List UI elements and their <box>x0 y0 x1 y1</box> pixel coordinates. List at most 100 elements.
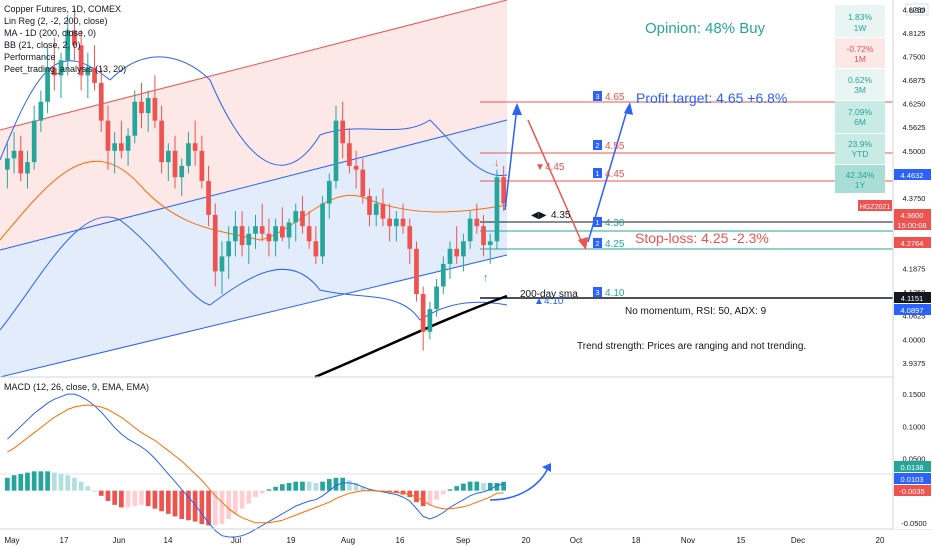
up-marker-icon: ↑ <box>483 272 489 284</box>
candle-body <box>145 98 151 114</box>
macd-value-tag-text: -0.0035 <box>899 487 924 496</box>
price-tag <box>894 169 931 180</box>
indicator-bb[interactable]: BB (21, close, 2, 0) <box>4 40 81 50</box>
candle-body <box>51 67 57 76</box>
candle-body <box>360 169 366 197</box>
time-axis-label: 16 <box>396 536 405 545</box>
price-tick-label: 4.1875 <box>903 265 926 274</box>
candle-body <box>501 177 506 204</box>
indicator-performance[interactable]: Performance <box>4 52 56 62</box>
level-label-430: 4.30 <box>605 218 625 229</box>
linreg-upper-band-fill <box>0 0 507 250</box>
candle-body <box>427 309 433 332</box>
currency-badge[interactable] <box>905 3 929 16</box>
candle-body <box>152 98 158 121</box>
macd-signal-line <box>7 404 504 524</box>
macd-hist-bar <box>414 490 419 503</box>
level-badge-455-num: 2 <box>595 141 599 150</box>
macd-hist-bar <box>360 486 366 491</box>
level-badge-430 <box>593 217 602 227</box>
candle-body <box>367 196 372 215</box>
price-tag-text: 4.2764 <box>901 239 924 248</box>
candle-body <box>407 226 413 249</box>
perf-cell-6m <box>835 101 885 133</box>
macd-hist-bar <box>387 490 392 492</box>
candle-body <box>125 135 131 151</box>
indicator-linreg[interactable]: Lin Reg (2, -2, 200, close) <box>4 16 108 26</box>
macd-hist-bar <box>393 490 399 493</box>
time-axis[interactable]: May 17 Jun 14 Jul 19 Aug 16 Sep 20 Oct 18 Nov 15 Dec 20 <box>4 536 885 545</box>
candle-body <box>420 294 426 332</box>
down-triangle-icon: ▼ <box>535 162 545 173</box>
time-axis-label: 18 <box>632 536 641 545</box>
macd-hist-bar <box>487 482 493 491</box>
macd-hist-bar <box>219 490 225 525</box>
macd-tick-label: 0.1000 <box>903 422 926 431</box>
macd-hist-bar <box>186 490 191 521</box>
macd-hist-bar <box>353 482 359 491</box>
macd-hist-bar <box>172 490 178 517</box>
perf-period-1m: 1M <box>854 54 866 64</box>
price-tag <box>894 209 931 220</box>
opinion-text: Opinion: 48% Buy <box>645 20 766 37</box>
candle-body <box>434 286 439 310</box>
candle-body <box>132 101 138 136</box>
macd-hist-bar <box>246 490 252 504</box>
macd-hist-bar <box>447 489 453 491</box>
indicator-peet[interactable]: Peet_trading_analysis (13, 20) <box>4 64 126 74</box>
candle-body <box>18 150 24 174</box>
candle-body <box>440 263 446 287</box>
candle-body <box>172 150 178 178</box>
macd-hist-bar <box>474 481 480 491</box>
candle-body <box>279 226 285 238</box>
price-axis[interactable] <box>893 0 932 529</box>
price-tag <box>894 237 931 248</box>
candle-body <box>293 211 299 223</box>
price-tag-text: 4.3600 <box>901 211 924 220</box>
level-label-425: 4.25 <box>605 239 625 250</box>
macd-hist-bar <box>65 475 71 491</box>
macd-hist-bar <box>112 490 118 505</box>
level-label-465: 4.65 <box>605 92 625 103</box>
down-arrow-red <box>527 119 584 246</box>
macd-curve-arrow <box>489 467 549 501</box>
perf-period-1y: 1Y <box>855 180 866 190</box>
chart-title: Copper Futures, 1D, COMEX <box>4 4 121 14</box>
currency-label: USD <box>909 6 925 15</box>
candle-body <box>313 241 319 257</box>
time-axis-label: Oct <box>570 536 583 545</box>
macd-hist-bar <box>494 482 500 491</box>
bb-lower-line <box>0 216 508 331</box>
macd-value-tag-text: 0.0138 <box>901 463 924 472</box>
indicator-ma[interactable]: MA - 1D (200, close, 0) <box>4 28 96 38</box>
macd-hist-bar <box>286 482 292 491</box>
perf-period-1w: 1W <box>854 23 867 33</box>
left-price-arrow-icon: ◀▶ <box>531 210 547 221</box>
macd-hist-bar <box>78 481 84 491</box>
ma-200-line <box>314 294 508 379</box>
price-tick-label: 4.7500 <box>903 53 926 62</box>
macd-hist-bar <box>259 490 265 494</box>
candle-body <box>400 218 406 227</box>
macd-hist-bar <box>501 481 506 491</box>
arrowhead-down <box>578 237 588 250</box>
stop-loss-label: Stop-loss: 4.25 -2.3% <box>635 230 769 246</box>
candle-body <box>481 226 486 246</box>
macd-hist-bar <box>306 481 312 491</box>
candle-body <box>119 143 124 151</box>
time-axis-label: 20 <box>522 536 531 545</box>
macd-hist-bar <box>25 472 30 491</box>
candle-body <box>253 226 258 234</box>
level-badge-445 <box>593 168 602 178</box>
macd-tick-label: -0.0500 <box>901 519 926 528</box>
candle-body <box>467 218 473 242</box>
level-badge-445-num: 1 <box>595 169 599 178</box>
macd-hist-bar <box>165 490 171 514</box>
macd-ticks: 0.1500 0.1000 0.0500 -0.0500 <box>901 390 926 528</box>
perf-value-ytd: 23.9% <box>848 139 873 149</box>
candle-body <box>65 30 71 61</box>
macd-value-tag-text: 0.0103 <box>901 475 924 484</box>
level-label-455: 4.55 <box>605 141 625 152</box>
candle-body <box>212 214 218 272</box>
